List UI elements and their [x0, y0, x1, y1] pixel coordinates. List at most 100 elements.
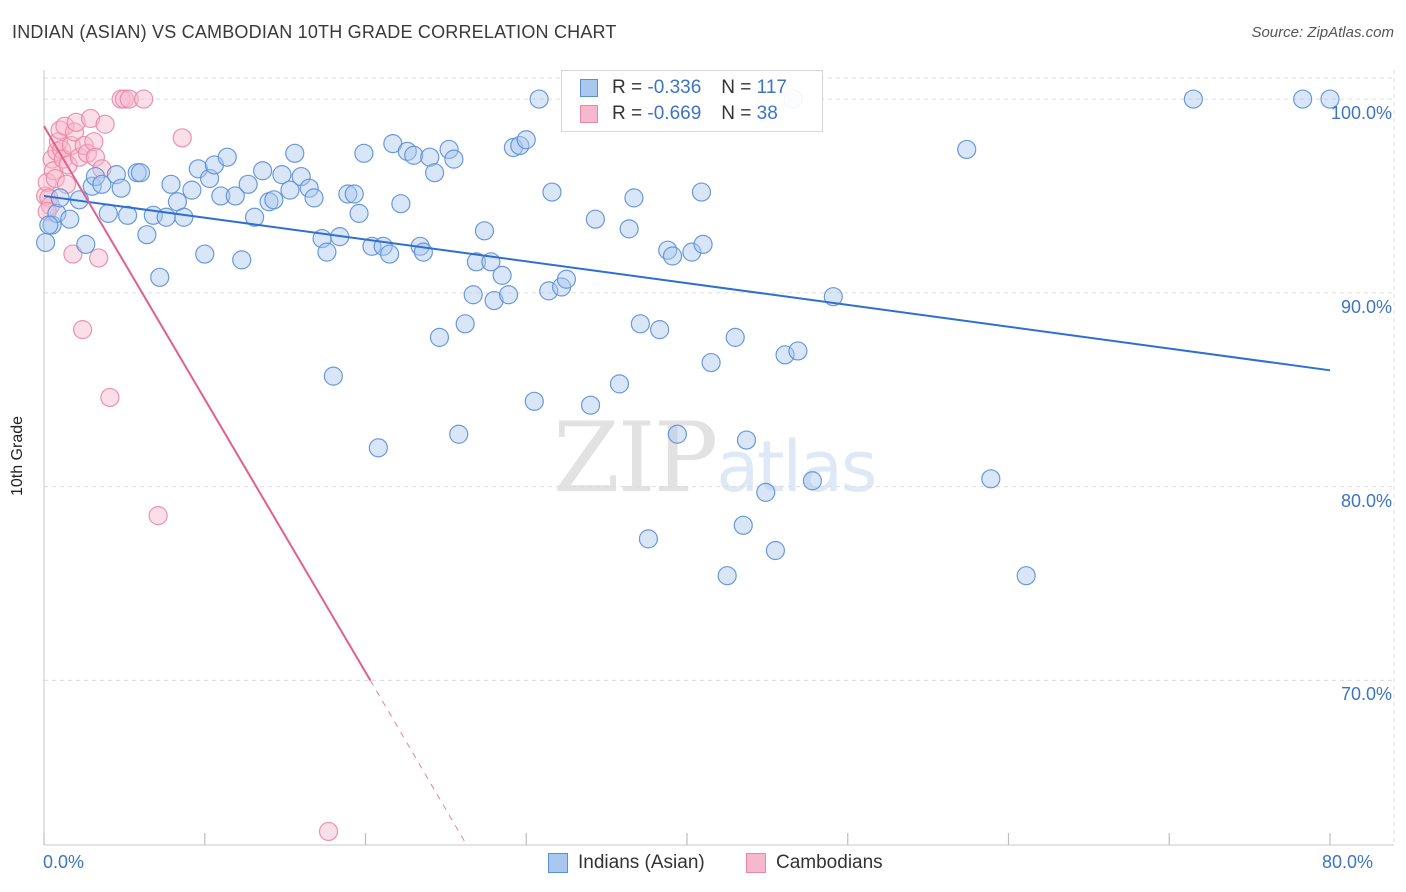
indian-point — [444, 149, 464, 169]
indian-point — [455, 314, 475, 334]
indian-point — [111, 178, 131, 198]
watermark-zip: ZIP — [553, 402, 718, 514]
source-credit: Source: ZipAtlas.com — [1251, 24, 1394, 41]
indian-point — [244, 207, 265, 227]
legend-r-label: R = — [612, 103, 643, 124]
indian-point — [682, 242, 702, 262]
indian-point — [344, 184, 364, 204]
indian-point — [174, 207, 194, 227]
indian-point — [299, 178, 319, 198]
indian-point — [368, 438, 388, 458]
indian-point — [98, 203, 118, 223]
legend-n-value: 38 — [756, 103, 778, 124]
indian-point — [195, 244, 215, 264]
indian-point — [285, 143, 305, 163]
indian-point — [130, 163, 151, 183]
indian-point — [439, 139, 459, 160]
cambodian-point — [72, 320, 93, 340]
indian-point — [466, 252, 487, 272]
indian-point — [420, 147, 440, 167]
indian-point — [580, 395, 601, 415]
indian-point — [630, 314, 650, 334]
series-legend: Indians (Asian) Cambodians — [0, 852, 1406, 878]
indian-point — [788, 341, 808, 361]
legend-n-value: 117 — [756, 77, 787, 98]
legend-label-indians: Indians (Asian) — [578, 852, 705, 873]
indian-point — [693, 234, 713, 254]
cambodian-point — [74, 135, 94, 156]
indian-point — [498, 285, 519, 305]
indian-point — [609, 374, 630, 394]
indian-point — [725, 327, 745, 347]
y-tick-label: 90.0% — [1340, 296, 1392, 317]
indian-point — [756, 482, 776, 502]
indians-points — [36, 89, 1340, 586]
indian-point — [650, 320, 670, 340]
indian-point — [182, 180, 202, 200]
indian-point — [391, 194, 411, 214]
x-tick-label-max: 80.0% — [1322, 852, 1374, 872]
cambodian-point — [81, 108, 101, 129]
indian-point — [542, 182, 562, 202]
legend-label-cambodians: Cambodians — [776, 852, 883, 873]
indian-point — [463, 285, 483, 305]
indian-point — [137, 225, 157, 245]
chart-title: INDIAN (ASIAN) VS CAMBODIAN 10TH GRADE C… — [12, 22, 617, 42]
indian-point — [217, 147, 237, 167]
indian-point — [691, 182, 712, 202]
indian-point — [429, 327, 450, 347]
cambodian-point — [63, 244, 83, 264]
indian-point — [474, 221, 495, 241]
indian-point — [981, 469, 1001, 489]
indian-point — [264, 190, 284, 210]
y-tick-label: 70.0% — [1340, 684, 1392, 705]
indian-point — [1320, 89, 1340, 109]
indian-point — [39, 215, 59, 235]
indian-point — [802, 471, 822, 491]
indian-point — [1016, 566, 1036, 586]
y-axis-label: 10th Grade — [9, 415, 26, 497]
watermark-atlas: atlas — [716, 426, 877, 508]
indian-point — [619, 219, 639, 239]
indian-point — [775, 345, 795, 365]
indian-point — [524, 391, 544, 411]
x-tick-label-min: 0.0% — [43, 852, 85, 872]
indian-point — [85, 166, 106, 187]
cambodians-trendline-extension — [369, 680, 468, 846]
cambodian-point — [45, 168, 65, 189]
legend-swatch-blue — [580, 79, 598, 97]
indian-point — [36, 232, 56, 253]
legend-r-label: R = — [612, 77, 643, 98]
indian-point — [338, 184, 358, 204]
indian-point — [349, 203, 369, 223]
cambodian-point — [148, 506, 168, 526]
cambodians-trendline — [43, 125, 372, 681]
indians-trendline — [43, 194, 1331, 372]
indian-point — [957, 139, 977, 160]
cambodian-point — [172, 128, 192, 148]
indian-point — [272, 165, 292, 185]
indian-point — [211, 186, 231, 206]
cambodian-point — [84, 132, 104, 152]
indian-point — [225, 186, 245, 206]
indian-point — [238, 174, 258, 194]
indian-point — [1293, 89, 1313, 109]
y-tick-label: 100.0% — [1330, 103, 1392, 124]
indian-point — [161, 174, 181, 194]
indian-point — [484, 290, 504, 311]
indian-point — [516, 130, 536, 150]
legend-item-indians[interactable]: Indians (Asian) — [548, 852, 705, 874]
cambodian-point — [64, 122, 85, 142]
legend-item-cambodians[interactable]: Cambodians — [746, 852, 883, 874]
cambodian-point — [89, 248, 109, 268]
cambodian-point — [92, 159, 112, 179]
indian-point — [765, 540, 786, 561]
cambodian-point — [66, 112, 86, 132]
legend-row-indians: R = -0.336 N = 117 — [580, 76, 787, 100]
indian-point — [323, 366, 343, 386]
cambodian-point — [119, 89, 139, 109]
indian-point — [60, 209, 80, 229]
watermark: ZIPatlas — [553, 402, 877, 514]
cambodian-point — [114, 89, 134, 109]
legend-swatch-pink — [580, 105, 598, 123]
